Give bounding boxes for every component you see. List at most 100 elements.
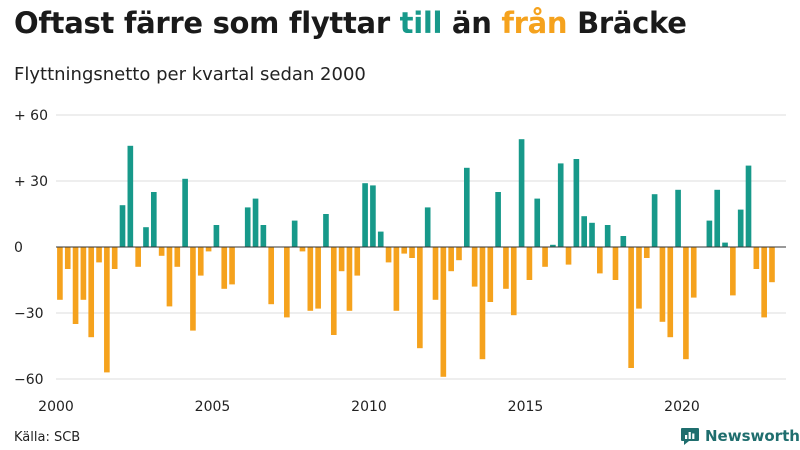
bar — [495, 192, 501, 247]
bar — [96, 247, 102, 263]
bar — [323, 214, 329, 247]
title-highlight-out: från — [501, 6, 568, 40]
y-tick-label: −30 — [14, 306, 44, 322]
chart-subtitle: Flyttningsnetto per kvartal sedan 2000 — [14, 64, 366, 85]
bar — [753, 247, 760, 269]
bar — [620, 236, 627, 247]
x-tick-label: 2005 — [195, 399, 231, 415]
bar — [252, 198, 259, 247]
bar — [604, 225, 611, 247]
bar — [675, 189, 681, 247]
bar — [557, 163, 564, 247]
bar — [714, 189, 721, 247]
bar — [197, 247, 204, 276]
bar — [432, 247, 439, 300]
bar — [761, 247, 767, 318]
x-tick-label: 2010 — [351, 399, 387, 415]
bar — [346, 247, 353, 311]
bar — [104, 247, 110, 373]
bar — [487, 247, 494, 302]
bar — [730, 247, 736, 296]
bar — [362, 183, 368, 247]
bar — [291, 220, 298, 247]
x-tick-label: 2000 — [38, 399, 74, 415]
bar — [417, 247, 423, 349]
bar — [518, 139, 525, 247]
bar — [737, 209, 744, 247]
bar — [510, 247, 517, 316]
bar — [581, 216, 588, 247]
bar — [377, 231, 384, 247]
bar — [589, 222, 595, 247]
bar — [72, 247, 79, 324]
bar — [573, 159, 580, 247]
bar — [307, 247, 314, 311]
bar — [463, 167, 470, 247]
bar — [659, 247, 666, 322]
bar — [166, 247, 173, 307]
chart-title: Oftast färre som flyttar till än från Br… — [14, 6, 687, 40]
bar — [448, 247, 454, 272]
bar — [542, 247, 548, 267]
bar — [330, 247, 337, 335]
y-tick-label: 0 — [14, 240, 23, 256]
brand-name: Newsworthy — [705, 427, 800, 445]
bar — [244, 207, 251, 247]
bar — [479, 247, 486, 360]
bar — [706, 220, 713, 247]
bar — [299, 247, 306, 252]
bar — [636, 247, 642, 309]
y-tick-label: + 30 — [14, 174, 48, 190]
title-part-1: Oftast färre som flyttar — [14, 6, 400, 40]
bar — [88, 247, 95, 338]
bar — [182, 178, 188, 247]
bar — [503, 247, 509, 289]
bar — [80, 247, 87, 300]
bar — [550, 244, 556, 247]
bar — [150, 192, 157, 247]
bar — [690, 247, 697, 298]
title-part-3: Bräcke — [567, 6, 687, 40]
bar — [526, 247, 533, 280]
bar — [534, 198, 541, 247]
bar — [409, 247, 415, 258]
bar — [612, 247, 619, 280]
title-part-2: än — [442, 6, 502, 40]
x-tick-label: 2020 — [664, 399, 700, 415]
title-highlight-in: till — [399, 6, 443, 40]
bar — [284, 247, 290, 318]
x-tick-label: 2015 — [508, 399, 544, 415]
bar — [683, 247, 689, 360]
bar — [190, 247, 196, 331]
bar — [456, 247, 462, 261]
source-note: Källa: SCB — [14, 430, 81, 445]
bar — [127, 145, 134, 247]
bar — [143, 227, 149, 247]
brand-logo: Newsworthy — [680, 426, 800, 446]
y-tick-label: −60 — [14, 372, 44, 388]
bar — [722, 242, 728, 247]
bar — [628, 247, 634, 368]
bar — [57, 247, 63, 300]
bar — [471, 247, 478, 287]
bar — [393, 247, 400, 311]
bar — [565, 247, 572, 265]
bar — [354, 247, 361, 276]
bar — [174, 247, 181, 267]
bar — [315, 247, 321, 309]
bar — [424, 207, 431, 247]
bar — [667, 247, 674, 338]
bar — [205, 247, 212, 252]
bar — [119, 205, 126, 247]
bar — [370, 185, 376, 247]
bar — [64, 247, 71, 269]
bar — [769, 247, 775, 283]
bar — [440, 247, 447, 377]
bar — [597, 247, 603, 274]
bar — [268, 247, 275, 305]
bar — [651, 194, 658, 247]
bar — [401, 247, 408, 254]
bar — [745, 165, 752, 247]
newsworthy-logo-icon — [681, 428, 699, 445]
